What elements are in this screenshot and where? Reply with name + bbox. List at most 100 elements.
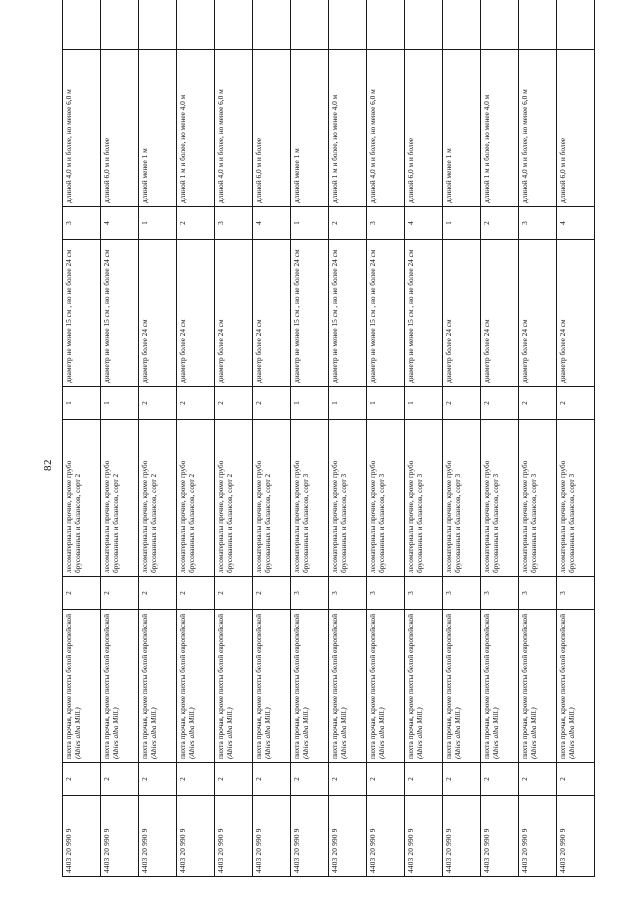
cell-length-description: длиной 6,0 м и более: [100, 49, 139, 207]
cell-length-description: длиной 4,0 м и более, но менее 6,0 м: [366, 49, 405, 207]
cell-length-index: 1: [138, 206, 177, 240]
cell-grade-index: 3: [442, 576, 481, 610]
cell-species-index: 2: [100, 762, 139, 796]
cell-grade-description: лесоматериалы прочие, кроме грубо брусов…: [290, 419, 329, 577]
species-scientific-name: (Abies alba Mill.): [224, 707, 234, 759]
cell-diameter-index: 1: [328, 386, 367, 420]
cell-empty: [328, 0, 367, 50]
cell-grade-index: 3: [328, 576, 367, 610]
cell-diameter-description: диаметр более 24 см: [138, 239, 177, 387]
cell-diameter-index: 2: [480, 386, 519, 420]
cell-tn-ved-code: 4403 20 990 9: [328, 795, 367, 877]
cell-diameter-index: 2: [556, 386, 595, 420]
cell-grade-description: лесоматериалы прочие, кроме грубо брусов…: [176, 419, 215, 577]
cell-length-index: 2: [328, 206, 367, 240]
table-row: 4403 20 990 9 2 пихта прочая, кроме пихты …: [480, 0, 519, 877]
table-row: 4403 20 990 9 2 пихта прочая, кроме пихты …: [252, 0, 291, 877]
cell-diameter-description: диаметр более 24 см: [214, 239, 253, 387]
cell-diameter-description: диаметр не менее 15 см , но не более 24 …: [404, 239, 443, 387]
cell-empty: [366, 0, 405, 50]
cell-diameter-index: 1: [100, 386, 139, 420]
cell-diameter-index: 2: [176, 386, 215, 420]
cell-empty: [138, 0, 177, 50]
cell-grade-index: 2: [100, 576, 139, 610]
cell-grade-index: 2: [62, 576, 101, 610]
cell-species-index: 2: [404, 762, 443, 796]
cell-species-index: 2: [252, 762, 291, 796]
cell-diameter-description: диаметр более 24 см: [556, 239, 595, 387]
cell-diameter-index: 2: [442, 386, 481, 420]
cell-diameter-description: диаметр более 24 см: [518, 239, 557, 387]
species-scientific-name: (Abies alba Mill.): [490, 707, 500, 759]
cell-length-description: длиной 4,0 м и более, но менее 6,0 м: [214, 49, 253, 207]
cell-length-description: длиной 4,0 м и более, но менее 6,0 м: [62, 49, 101, 207]
cell-grade-description: лесоматериалы прочие, кроме грубо брусов…: [404, 419, 443, 577]
table-row: 4403 20 990 9 2 пихта прочая, кроме пихты …: [138, 0, 177, 877]
page-number: 82: [42, 459, 54, 471]
cell-species-index: 2: [290, 762, 329, 796]
cell-empty: [290, 0, 329, 50]
species-scientific-name: (Abies alba Mill.): [300, 707, 310, 759]
cell-grade-description: лесоматериалы прочие, кроме грубо брусов…: [214, 419, 253, 577]
cell-species-name: пихта прочая, кроме пихты белой европейс…: [290, 609, 329, 763]
cell-species-index: 2: [62, 762, 101, 796]
cell-length-index: 1: [290, 206, 329, 240]
cell-diameter-index: 2: [138, 386, 177, 420]
cell-tn-ved-code: 4403 20 990 9: [138, 795, 177, 877]
cell-length-description: длиной 1 м и более, но менее 4,0 м: [328, 49, 367, 207]
cell-tn-ved-code: 4403 20 990 9: [214, 795, 253, 877]
table-body: 4403 20 990 9 2 пихта прочая, кроме пихты …: [62, 0, 595, 877]
cell-empty: [442, 0, 481, 50]
cell-species-name: пихта прочая, кроме пихты белой европейс…: [556, 609, 595, 763]
table-row: 4403 20 990 9 2 пихта прочая, кроме пихты …: [290, 0, 329, 877]
table-row: 4403 20 990 9 2 пихта прочая, кроме пихты …: [404, 0, 443, 877]
cell-grade-description: лесоматериалы прочие, кроме грубо брусов…: [138, 419, 177, 577]
cell-empty: [214, 0, 253, 50]
cell-length-index: 3: [518, 206, 557, 240]
cell-tn-ved-code: 4403 20 990 9: [480, 795, 519, 877]
cell-species-name: пихта прочая, кроме пихты белой европейс…: [518, 609, 557, 763]
table-row: 4403 20 990 9 2 пихта прочая, кроме пихты …: [518, 0, 557, 877]
cell-species-index: 2: [328, 762, 367, 796]
cell-species-name: пихта прочая, кроме пихты белой европейс…: [252, 609, 291, 763]
cell-tn-ved-code: 4403 20 990 9: [252, 795, 291, 877]
cell-length-index: 4: [100, 206, 139, 240]
cell-tn-ved-code: 4403 20 990 9: [518, 795, 557, 877]
cell-grade-index: 2: [214, 576, 253, 610]
cell-empty: [252, 0, 291, 50]
table-row: 4403 20 990 9 2 пихта прочая, кроме пихты …: [328, 0, 367, 877]
cell-grade-description: лесоматериалы прочие, кроме грубо брусов…: [366, 419, 405, 577]
cell-grade-index: 3: [366, 576, 405, 610]
cell-diameter-index: 2: [252, 386, 291, 420]
cell-empty: [176, 0, 215, 50]
cell-diameter-description: диаметр более 24 см: [442, 239, 481, 387]
cell-empty: [556, 0, 595, 50]
cell-empty: [518, 0, 557, 50]
cell-grade-index: 3: [480, 576, 519, 610]
cell-species-name: пихта прочая, кроме пихты белой европейс…: [62, 609, 101, 763]
cell-length-description: длиной 6,0 м и более: [556, 49, 595, 207]
cell-diameter-description: диаметр не менее 15 см , но не более 24 …: [100, 239, 139, 387]
cell-grade-description: лесоматериалы прочие, кроме грубо брусов…: [328, 419, 367, 577]
cell-diameter-description: диаметр более 24 см: [252, 239, 291, 387]
cell-length-description: длиной менее 1 м: [290, 49, 329, 207]
document-page: 82 4403 20 990 9 2 пихта прочая, кроме пих…: [40, 0, 600, 879]
cell-grade-index: 3: [404, 576, 443, 610]
cell-species-name: пихта прочая, кроме пихты белой европейс…: [328, 609, 367, 763]
cell-tn-ved-code: 4403 20 990 9: [176, 795, 215, 877]
cell-grade-description: лесоматериалы прочие, кроме грубо брусов…: [442, 419, 481, 577]
cell-grade-description: лесоматериалы прочие, кроме грубо брусов…: [100, 419, 139, 577]
species-scientific-name: (Abies alba Mill.): [186, 707, 196, 759]
cell-grade-index: 3: [290, 576, 329, 610]
cell-diameter-description: диаметр не менее 15 см , но не более 24 …: [328, 239, 367, 387]
cell-grade-index: 3: [556, 576, 595, 610]
table-row: 4403 20 990 9 2 пихта прочая, кроме пихты …: [100, 0, 139, 877]
cell-species-name: пихта прочая, кроме пихты белой европейс…: [366, 609, 405, 763]
cell-species-index: 2: [442, 762, 481, 796]
cell-diameter-index: 1: [290, 386, 329, 420]
cell-empty: [62, 0, 101, 50]
cell-empty: [404, 0, 443, 50]
cell-grade-index: 2: [138, 576, 177, 610]
cell-diameter-index: 1: [366, 386, 405, 420]
classification-table: 4403 20 990 9 2 пихта прочая, кроме пихты …: [62, 0, 595, 877]
